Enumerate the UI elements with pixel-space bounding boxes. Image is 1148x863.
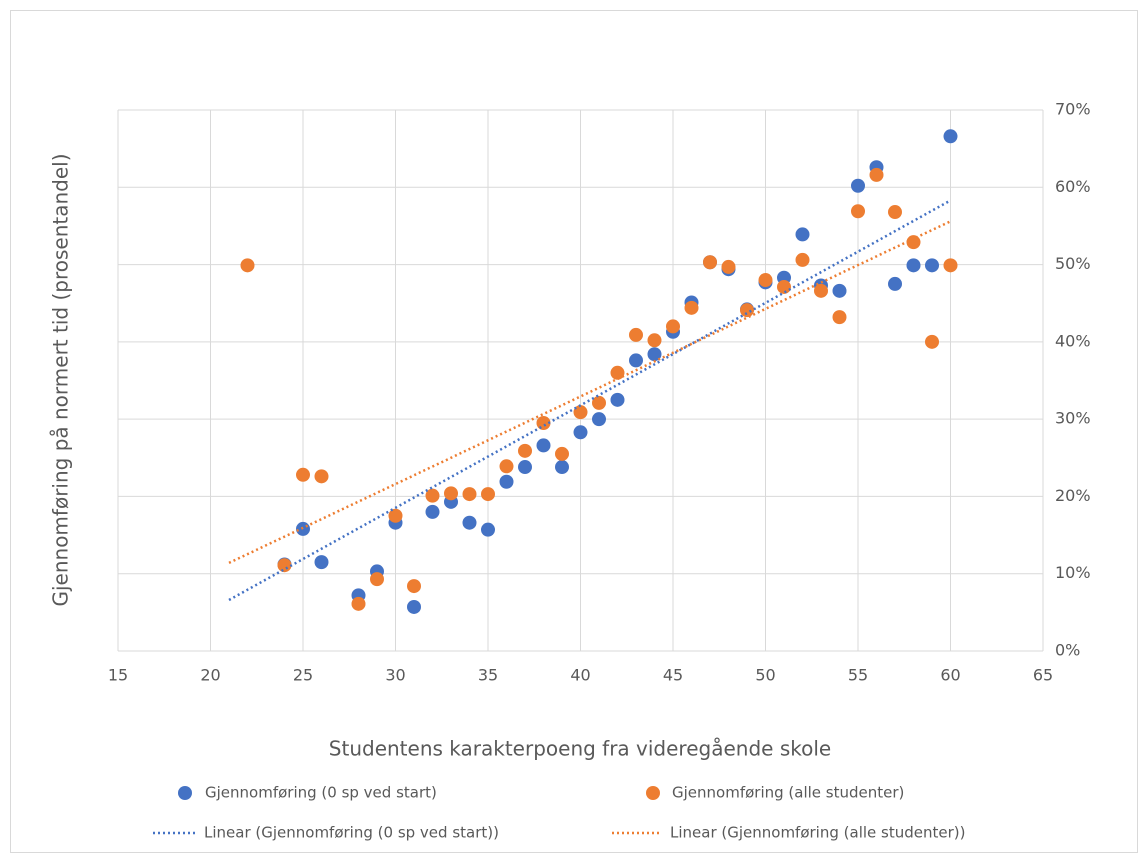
x-tick-label: 45 [663, 666, 683, 685]
y-tick-label: 60% [1055, 177, 1091, 196]
point [610, 392, 625, 407]
point [499, 474, 514, 489]
point [518, 443, 532, 458]
point [777, 279, 791, 294]
point [425, 488, 440, 503]
point [814, 283, 828, 298]
x-tick-label: 60 [940, 666, 960, 685]
y-tick-label: 50% [1055, 254, 1091, 273]
point [462, 515, 477, 530]
point [647, 333, 662, 348]
y-tick-label: 40% [1055, 331, 1091, 350]
point [407, 579, 421, 594]
point [832, 310, 847, 325]
trendline [228, 220, 952, 565]
point [314, 555, 329, 570]
x-tick-label: 65 [1033, 666, 1053, 685]
point [629, 353, 643, 368]
point [851, 204, 865, 219]
legend-label: Linear (Gjennomføring (0 sp ved start)) [204, 824, 499, 842]
legend-label: Linear (Gjennomføring (alle studenter)) [670, 824, 965, 842]
point [925, 334, 939, 349]
point [943, 258, 958, 273]
point [481, 487, 495, 502]
point [925, 258, 939, 273]
point [943, 129, 958, 144]
point [277, 558, 292, 573]
y-tick-label: 20% [1055, 486, 1091, 505]
x-tick-label: 55 [848, 666, 868, 685]
point [407, 599, 421, 614]
point [462, 487, 477, 502]
point [592, 395, 606, 410]
legend-label: Gjennomføring (0 sp ved start) [205, 784, 437, 802]
point [647, 347, 662, 362]
point [444, 486, 458, 501]
point [906, 258, 921, 273]
point [555, 446, 569, 461]
point [629, 327, 643, 342]
legend-marker [178, 786, 192, 800]
point [425, 504, 440, 519]
point [499, 459, 514, 474]
legend-marker [646, 786, 660, 800]
point [481, 522, 495, 537]
x-tick-label: 40 [570, 666, 590, 685]
point [555, 460, 569, 475]
x-tick-label: 50 [755, 666, 775, 685]
point [536, 438, 551, 453]
point [851, 178, 865, 193]
point [721, 259, 736, 274]
point [573, 425, 588, 440]
y-tick-label: 70% [1055, 100, 1091, 119]
y-tick-label: 10% [1055, 563, 1091, 582]
y-tick-label: 0% [1055, 641, 1080, 660]
point [758, 273, 773, 288]
point [888, 205, 902, 220]
point [370, 572, 384, 587]
point [314, 469, 329, 484]
point [296, 467, 310, 482]
point [888, 276, 902, 291]
x-tick-label: 15 [108, 666, 128, 685]
point [684, 300, 699, 315]
point [592, 412, 606, 427]
point [610, 365, 625, 380]
point [240, 258, 255, 273]
point [573, 405, 588, 420]
x-tick-label: 20 [200, 666, 220, 685]
point [832, 283, 847, 298]
point [388, 508, 403, 523]
point [351, 596, 366, 611]
point [740, 303, 754, 318]
point [869, 167, 884, 182]
point [666, 319, 680, 334]
y-tick-label: 30% [1055, 409, 1091, 428]
point [906, 235, 921, 250]
y-axis-title: Gjennomføring på normert tid (prosentand… [49, 153, 73, 606]
point [795, 252, 810, 267]
point [795, 227, 810, 242]
x-axis-title: Studentens karakterpoeng fra videregåend… [329, 737, 831, 761]
x-tick-label: 25 [293, 666, 313, 685]
point [703, 255, 717, 270]
point [518, 460, 532, 475]
legend-label: Gjennomføring (alle studenter) [672, 784, 904, 802]
x-tick-label: 35 [478, 666, 498, 685]
x-tick-label: 30 [385, 666, 405, 685]
